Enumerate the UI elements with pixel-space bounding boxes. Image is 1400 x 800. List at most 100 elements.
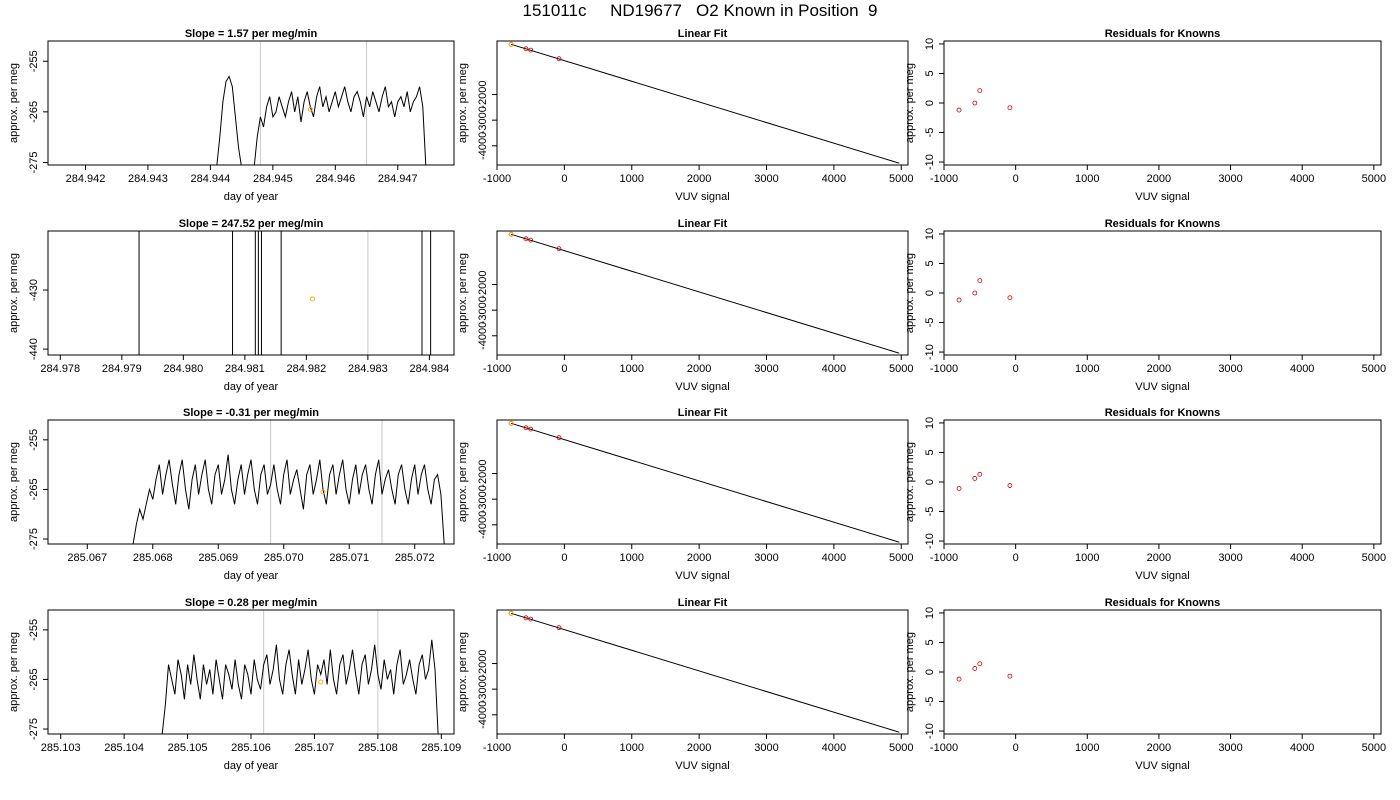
x-tick-label: 285.103 [41, 742, 81, 754]
y-tick-label: -2000 [477, 649, 489, 677]
subplot-title: Linear Fit [678, 28, 728, 40]
y-tick-label: -5 [924, 128, 936, 138]
subplot-title: Linear Fit [678, 407, 728, 419]
fit-line [511, 43, 900, 164]
x-tick-label: 3000 [1218, 742, 1242, 754]
x-tick-label: 0 [561, 552, 567, 564]
x-tick-label: 284.946 [315, 173, 355, 185]
y-tick-label: 5 [924, 260, 936, 266]
x-tick-label: -1000 [930, 552, 958, 564]
fit-line [511, 233, 900, 354]
subplot: Linear Fit -1000 0 1000 2000 3000 4000 5000 -400… [457, 407, 914, 582]
x-tick-label: 1000 [1075, 552, 1099, 564]
x-axis-label: VUV signal [675, 191, 729, 203]
subplot-title: Linear Fit [678, 218, 728, 230]
y-tick-label: -10 [924, 344, 936, 360]
x-axis-label: day of year [224, 381, 279, 393]
y-tick-label: -2000 [477, 270, 489, 298]
x-tick-label: 284.943 [128, 173, 168, 185]
x-tick-label: 4000 [1290, 742, 1314, 754]
y-tick-label: -430 [28, 279, 40, 301]
x-tick-label: -1000 [483, 742, 511, 754]
x-tick-label: 284.981 [225, 363, 265, 375]
subplot-title: Slope = 0.28 per meg/min [185, 597, 318, 609]
plot-frame [496, 419, 909, 545]
x-tick-label: 284.978 [40, 363, 80, 375]
x-tick-label: 3000 [1218, 363, 1242, 375]
fit-line [511, 612, 900, 733]
y-tick-label: -255 [28, 429, 40, 451]
plot-area [508, 41, 900, 164]
y-axis-label: approx. per meg [8, 442, 20, 522]
y-tick-label: -4000 [477, 511, 489, 539]
x-tick-label: 1000 [620, 742, 644, 754]
x-tick-label: 0 [1013, 173, 1019, 185]
y-tick-label: -265 [28, 101, 40, 123]
y-tick-label: 0 [924, 290, 936, 296]
x-tick-label: 2000 [1147, 363, 1171, 375]
x-axis-label: VUV signal [1135, 191, 1189, 203]
y-tick-label: -2000 [477, 459, 489, 487]
subplot-title: Residuals for Knowns [1105, 597, 1221, 609]
x-tick-label: 2000 [1147, 552, 1171, 564]
x-tick-label: 2000 [687, 363, 711, 375]
plot-area [138, 231, 432, 355]
x-tick-label: 285.109 [421, 742, 461, 754]
y-tick-label: -3000 [477, 296, 489, 324]
known-point [523, 236, 529, 242]
x-tick-label: 3000 [754, 363, 778, 375]
plot-area [508, 231, 900, 354]
known-point [977, 661, 983, 667]
y-tick-label: -265 [28, 478, 40, 500]
plot-frame [47, 419, 455, 545]
known-point [1007, 673, 1013, 679]
x-tick-label: 285.106 [231, 742, 271, 754]
plot-area [956, 661, 1013, 682]
x-tick-label: 2000 [1147, 173, 1171, 185]
plot-area [956, 278, 1013, 303]
y-tick-label: -10 [924, 723, 936, 739]
plot-area [216, 41, 427, 165]
x-tick-label: 0 [1013, 552, 1019, 564]
x-tick-label: 1000 [620, 173, 644, 185]
y-tick-label: -255 [28, 50, 40, 72]
plot-frame [943, 419, 1382, 545]
y-tick-label: -5 [924, 507, 936, 517]
y-tick-label: -3000 [477, 485, 489, 513]
y-tick-label: 0 [924, 100, 936, 106]
y-tick-label: -440 [28, 338, 40, 360]
x-tick-label: 0 [561, 742, 567, 754]
plot-frame [943, 40, 1382, 166]
signal-trace [132, 454, 445, 544]
x-tick-label: 5000 [889, 363, 913, 375]
subplot-title: Residuals for Knowns [1105, 407, 1221, 419]
plot-frame [496, 40, 909, 166]
x-tick-label: 285.069 [198, 552, 238, 564]
y-tick-label: -2000 [477, 80, 489, 108]
known-point [528, 616, 534, 622]
x-tick-label: 285.108 [358, 742, 398, 754]
plot-frame [47, 40, 455, 166]
known-point [556, 625, 562, 631]
y-axis-label: approx. per meg [904, 63, 916, 143]
y-tick-label: 10 [924, 607, 936, 619]
plot-area [132, 420, 445, 544]
y-axis-label: approx. per meg [457, 63, 469, 143]
y-tick-label: 10 [924, 228, 936, 240]
known-point [528, 426, 534, 432]
plot-area [508, 610, 900, 733]
subplot-title: Linear Fit [678, 597, 728, 609]
known-point [972, 476, 978, 481]
x-tick-label: 284.982 [286, 363, 326, 375]
x-tick-label: 5000 [1362, 552, 1386, 564]
known-point [523, 46, 529, 52]
y-tick-label: -3000 [477, 106, 489, 134]
x-tick-label: -1000 [483, 552, 511, 564]
x-tick-label: 285.107 [295, 742, 335, 754]
subplot-title: Slope = -0.31 per meg/min [183, 407, 319, 419]
known-point [956, 486, 962, 491]
plot-frame [496, 230, 909, 356]
x-tick-label: 285.067 [67, 552, 107, 564]
highlight-point [310, 296, 315, 302]
subplot: Slope = 247.52 per meg/min 284.978 284.979… [8, 218, 455, 393]
